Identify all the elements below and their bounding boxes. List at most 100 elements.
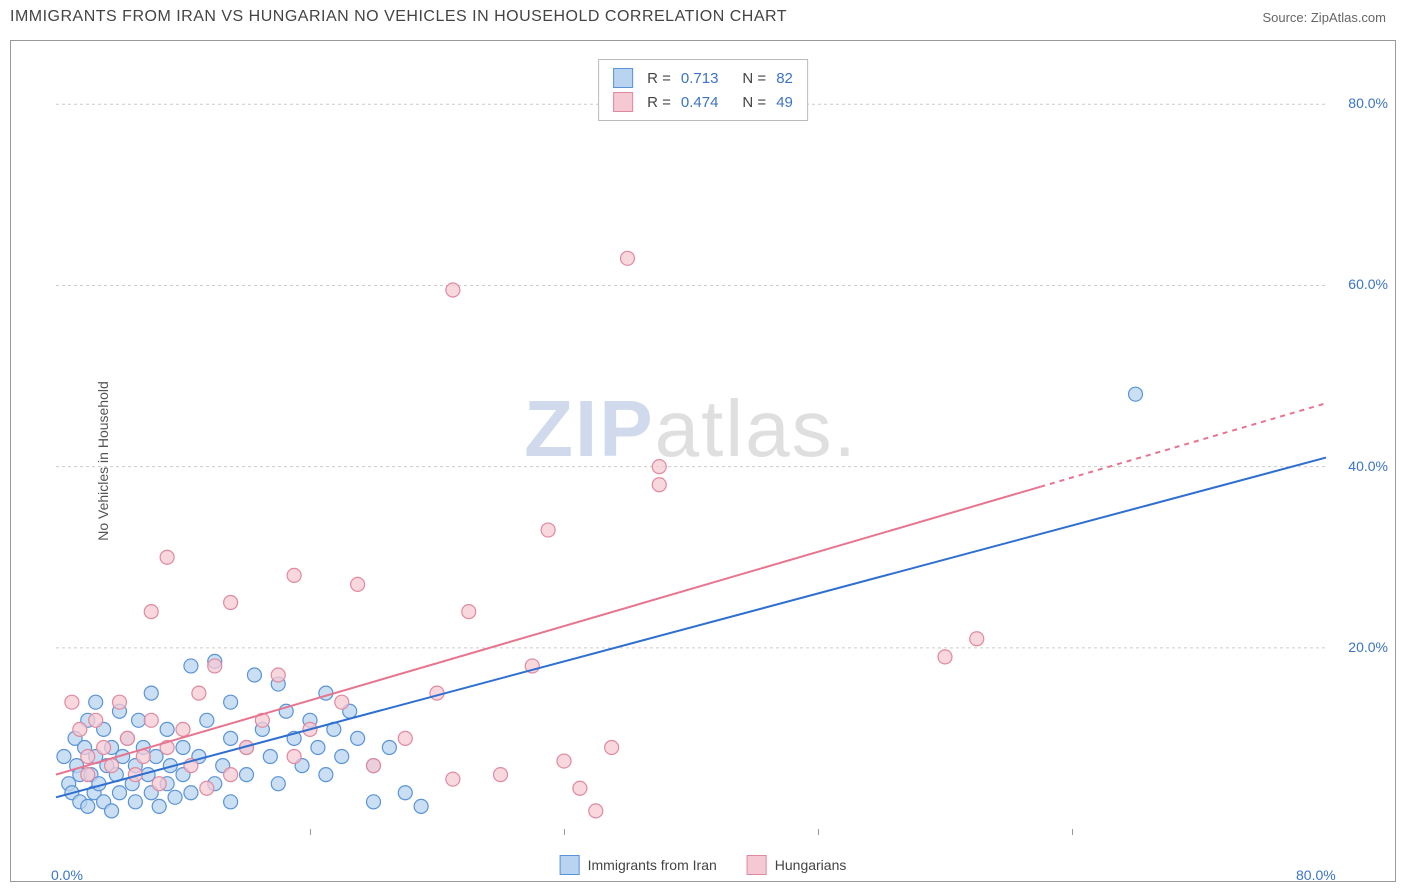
legend-r-value: 0.713 [681, 70, 719, 87]
data-point [184, 786, 198, 800]
data-point [89, 713, 103, 727]
x-tick-mark [310, 829, 311, 835]
legend-series: Immigrants from Iran Hungarians [560, 855, 847, 875]
plot-area: ZIPatlas. 20.0%40.0%60.0%80.0%0.0%80.0% [56, 59, 1326, 829]
data-point [160, 550, 174, 564]
data-point [200, 713, 214, 727]
legend-r-label: R = [647, 70, 671, 87]
source-credit: Source: ZipAtlas.com [1262, 10, 1386, 25]
data-point [446, 772, 460, 786]
data-point [136, 750, 150, 764]
legend-swatch [613, 92, 633, 112]
x-tick-label: 0.0% [51, 867, 83, 883]
data-point [398, 731, 412, 745]
data-point [247, 668, 261, 682]
legend-n-value: 82 [776, 70, 793, 87]
data-point [351, 577, 365, 591]
y-tick-label: 20.0% [1348, 639, 1388, 655]
data-point [414, 799, 428, 813]
data-point [351, 731, 365, 745]
data-point [446, 283, 460, 297]
data-point [144, 713, 158, 727]
data-point [97, 740, 111, 754]
chart-container: No Vehicles in Household ZIPatlas. 20.0%… [10, 40, 1396, 882]
x-tick-mark [1072, 829, 1073, 835]
y-tick-label: 40.0% [1348, 458, 1388, 474]
legend-series-item: Hungarians [747, 855, 847, 875]
data-point [287, 568, 301, 582]
data-point [120, 731, 134, 745]
data-point [208, 659, 222, 673]
trend-line-dashed [1040, 403, 1326, 487]
legend-swatch [613, 68, 633, 88]
data-point [263, 750, 277, 764]
data-point [73, 722, 87, 736]
data-point [152, 799, 166, 813]
data-point [89, 695, 103, 709]
data-point [132, 713, 146, 727]
legend-stats-row: R = 0.713 N = 82 [613, 66, 793, 90]
data-point [200, 781, 214, 795]
data-point [311, 740, 325, 754]
data-point [652, 460, 666, 474]
data-point [573, 781, 587, 795]
data-point [113, 786, 127, 800]
data-point [224, 731, 238, 745]
data-point [367, 795, 381, 809]
data-point [144, 686, 158, 700]
data-point [398, 786, 412, 800]
data-point [224, 768, 238, 782]
legend-r-label: R = [647, 94, 671, 111]
data-point [240, 768, 254, 782]
legend-stats-box: R = 0.713 N = 82 R = 0.474 N = 49 [598, 59, 808, 121]
data-point [224, 695, 238, 709]
data-point [938, 650, 952, 664]
data-point [557, 754, 571, 768]
data-point [605, 740, 619, 754]
data-point [224, 596, 238, 610]
legend-series-label: Hungarians [775, 857, 847, 873]
data-point [57, 750, 71, 764]
data-point [192, 686, 206, 700]
data-point [494, 768, 508, 782]
data-point [65, 695, 79, 709]
data-point [105, 804, 119, 818]
data-point [81, 768, 95, 782]
data-point [589, 804, 603, 818]
y-tick-label: 60.0% [1348, 276, 1388, 292]
data-point [382, 740, 396, 754]
data-point [176, 722, 190, 736]
data-point [152, 777, 166, 791]
data-point [621, 251, 635, 265]
scatter-plot-svg [56, 59, 1326, 829]
legend-n-value: 49 [776, 94, 793, 111]
legend-n-label: N = [742, 70, 766, 87]
data-point [319, 768, 333, 782]
legend-r-value: 0.474 [681, 94, 719, 111]
legend-swatch [560, 855, 580, 875]
legend-series-item: Immigrants from Iran [560, 855, 717, 875]
data-point [184, 659, 198, 673]
data-point [160, 722, 174, 736]
data-point [271, 668, 285, 682]
data-point [287, 750, 301, 764]
data-point [81, 750, 95, 764]
data-point [652, 478, 666, 492]
data-point [168, 790, 182, 804]
source-link[interactable]: ZipAtlas.com [1311, 10, 1386, 25]
data-point [367, 759, 381, 773]
data-point [81, 799, 95, 813]
data-point [144, 605, 158, 619]
data-point [462, 605, 476, 619]
x-tick-mark [564, 829, 565, 835]
x-tick-mark [818, 829, 819, 835]
data-point [970, 632, 984, 646]
y-tick-label: 80.0% [1348, 95, 1388, 111]
legend-n-label: N = [742, 94, 766, 111]
x-tick-label: 80.0% [1296, 867, 1336, 883]
data-point [271, 777, 285, 791]
legend-series-label: Immigrants from Iran [588, 857, 717, 873]
data-point [224, 795, 238, 809]
data-point [541, 523, 555, 537]
data-point [128, 795, 142, 809]
